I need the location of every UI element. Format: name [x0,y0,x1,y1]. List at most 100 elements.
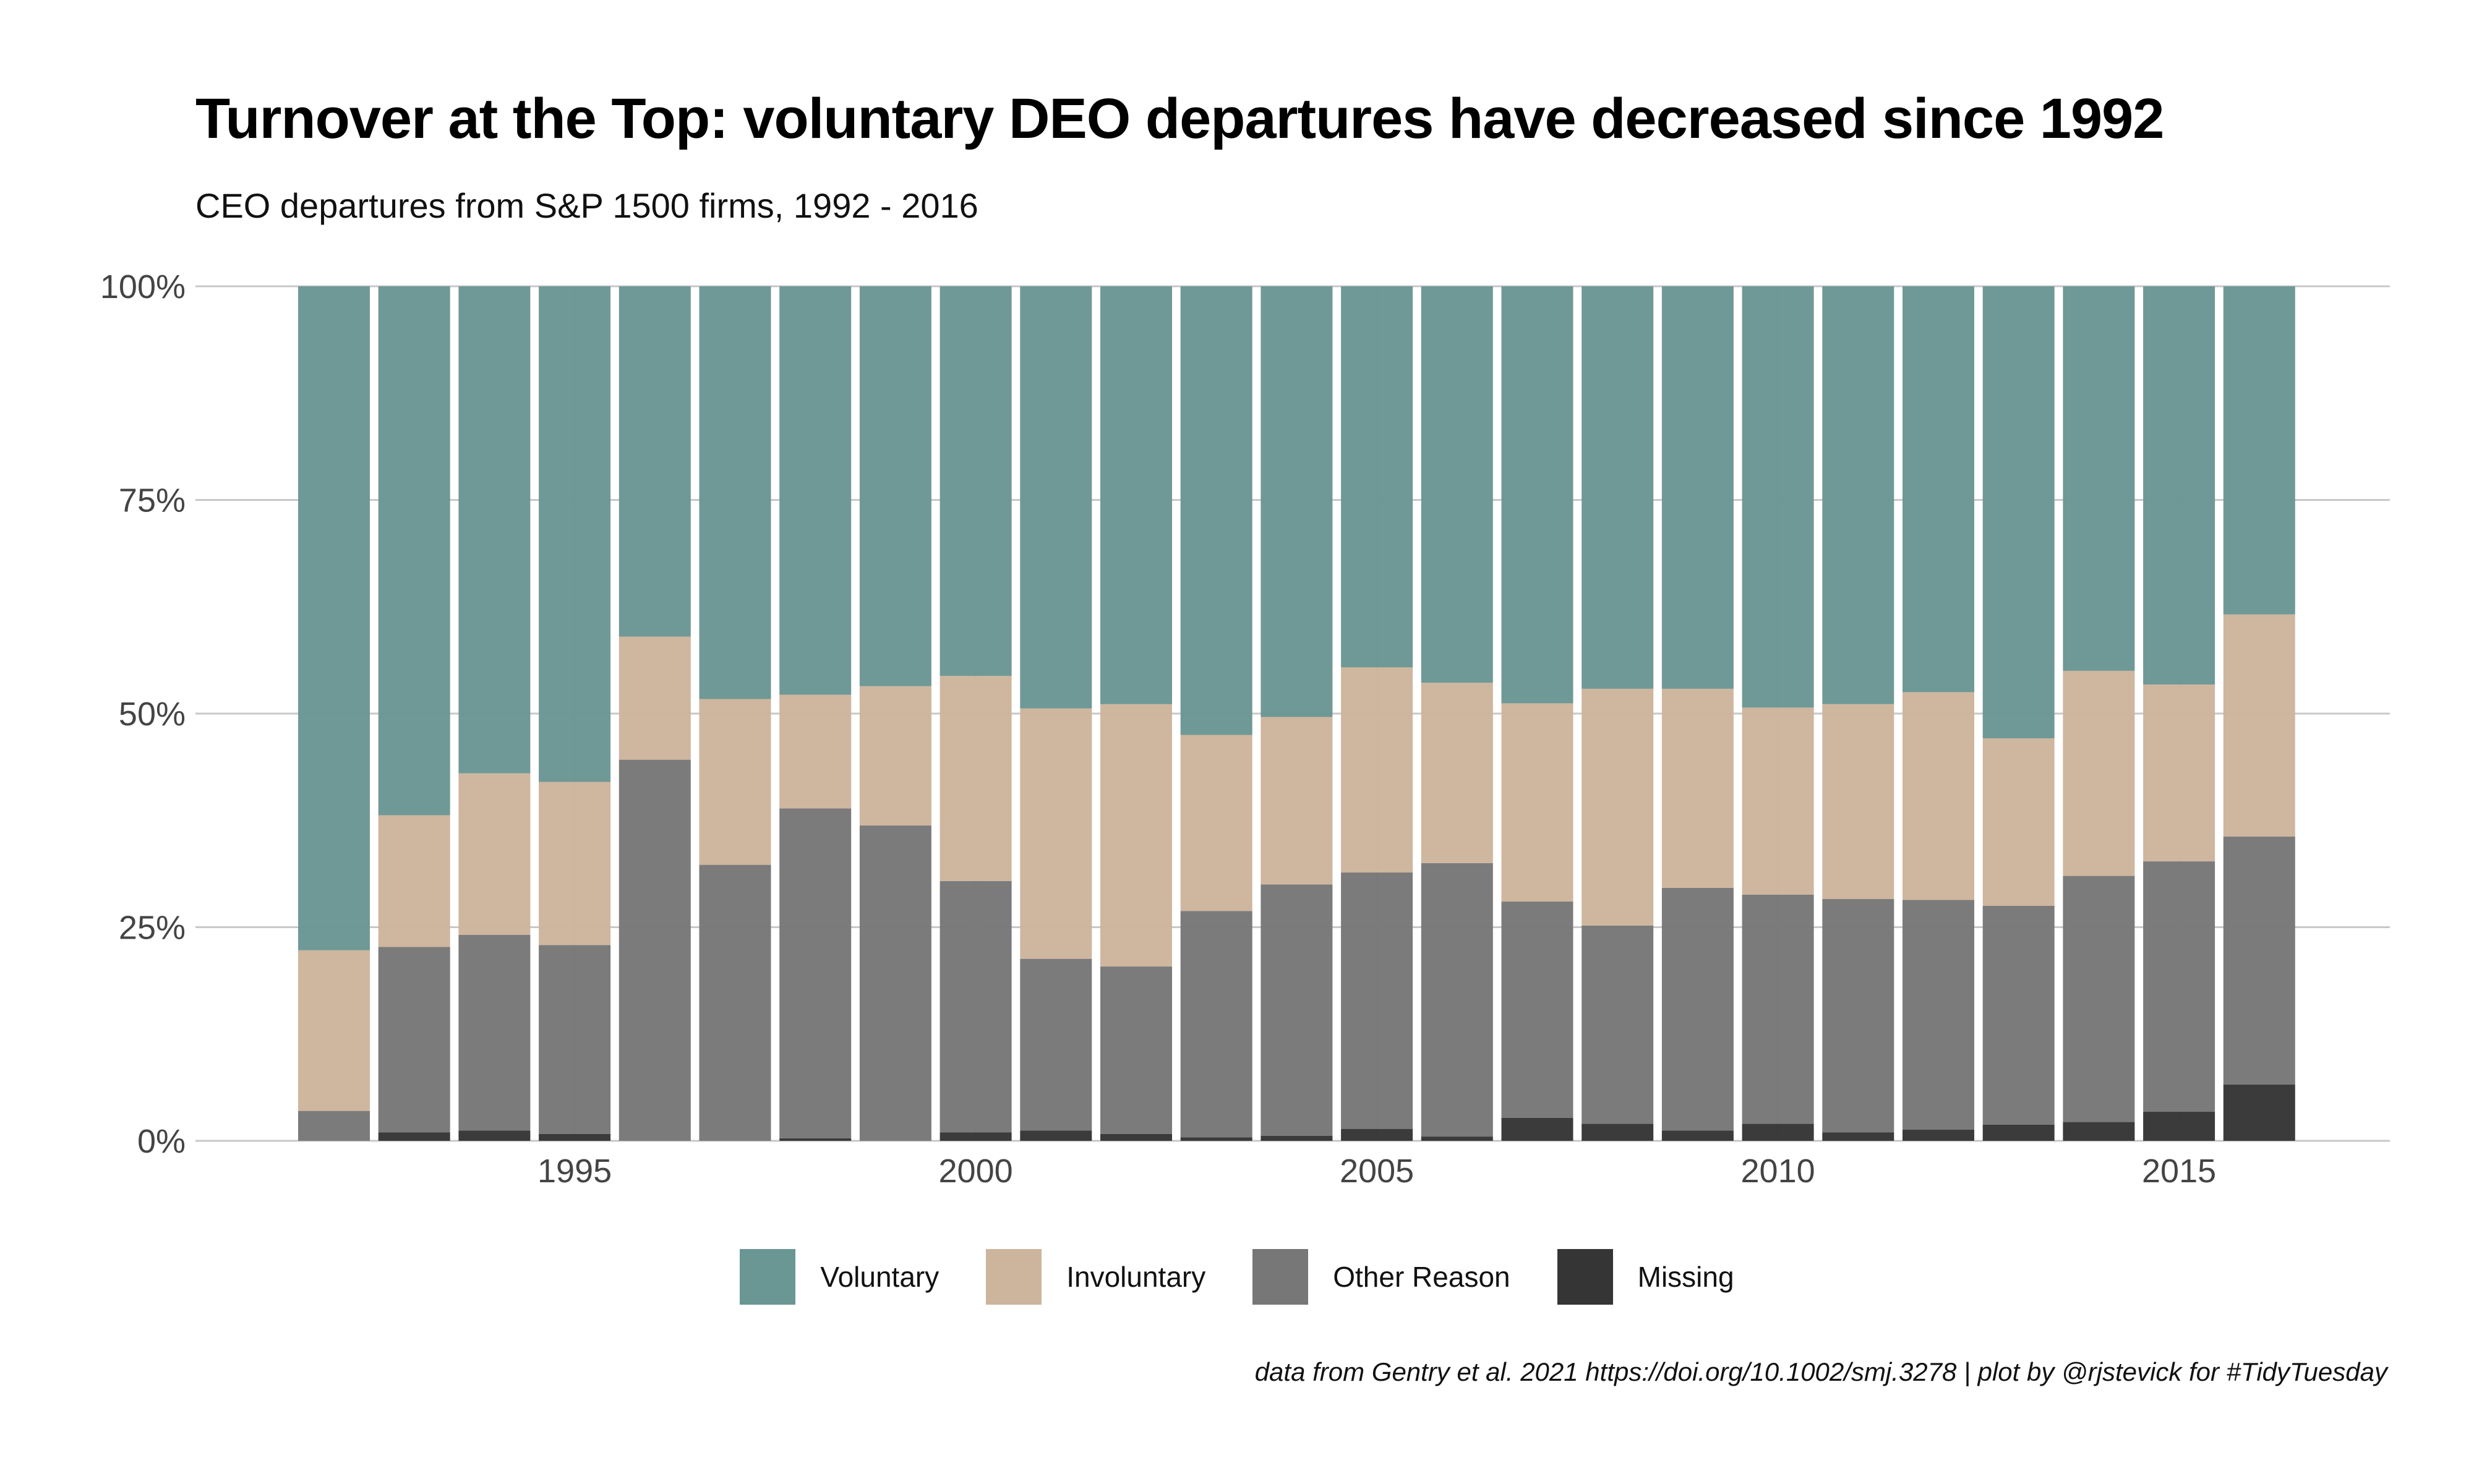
y-tick-label: 0% [137,1123,186,1160]
bar-missing-1993 [378,1132,450,1141]
bar-other-reason-2001 [1020,958,1092,1131]
bar-other-reason-2010 [1742,894,1814,1124]
bar-other-reason-2005 [1341,872,1413,1129]
bar-voluntary-2011 [1822,286,1894,704]
chart-title: Turnover at the Top: voluntary DEO depar… [195,87,2164,150]
bar-other-reason-1992 [298,1111,370,1141]
bar-missing-2012 [1903,1130,1974,1141]
bar-voluntary-2010 [1742,286,1814,708]
bar-involuntary-1997 [699,699,771,865]
bar-other-reason-2007 [1501,902,1573,1118]
bar-involuntary-1994 [458,773,531,935]
legend: Voluntary Involuntary Other Reason Missing [0,1249,2474,1305]
bar-involuntary-2007 [1501,703,1573,902]
bar-voluntary-1996 [618,286,691,637]
bar-involuntary-2004 [1261,717,1333,885]
bar-involuntary-2009 [1661,688,1734,888]
bar-missing-1998 [779,1138,852,1141]
legend-label: Involuntary [1066,1261,1206,1293]
x-tick-label: 2005 [1340,1153,1414,1190]
bar-other-reason-2012 [1903,900,1974,1130]
bar-missing-2016 [2223,1084,2295,1141]
bar-voluntary-1995 [539,286,611,782]
x-tick-label: 2000 [939,1153,1013,1190]
bar-involuntary-1995 [539,782,611,945]
bar-group [298,286,2295,1141]
bar-missing-2008 [1582,1124,1654,1141]
bar-involuntary-2013 [1982,738,2055,906]
x-tick-label: 2010 [1741,1153,1815,1190]
bar-voluntary-1999 [859,286,931,686]
bar-voluntary-1997 [699,286,771,699]
legend-label: Voluntary [820,1261,940,1293]
y-tick-label: 25% [119,910,186,947]
bar-voluntary-2004 [1261,286,1333,717]
bar-voluntary-2007 [1501,286,1573,704]
bar-voluntary-2012 [1903,286,1974,693]
bar-involuntary-2006 [1421,683,1493,863]
bar-voluntary-1993 [378,286,450,816]
bar-missing-2005 [1341,1128,1413,1141]
bar-voluntary-2006 [1421,286,1493,683]
bar-involuntary-2000 [940,676,1012,881]
bar-voluntary-2013 [1982,286,2055,739]
bar-involuntary-2016 [2223,614,2295,837]
bar-other-reason-2008 [1582,925,1654,1124]
bar-other-reason-2003 [1180,911,1252,1138]
y-tick-label: 100% [100,268,186,305]
bar-voluntary-2009 [1661,286,1734,689]
bar-voluntary-1994 [458,286,531,774]
bar-involuntary-2002 [1100,704,1172,967]
bar-involuntary-2008 [1582,688,1654,926]
chart-caption: data from Gentry et al. 2021 https://doi… [1254,1357,2387,1386]
bar-other-reason-2000 [940,881,1012,1133]
bar-voluntary-2003 [1180,286,1252,735]
bar-involuntary-2011 [1822,704,1894,899]
bar-involuntary-2014 [2063,670,2135,876]
y-axis: 0% 25% 50% 75% 100% [100,268,186,1160]
bar-missing-2015 [2143,1112,2215,1141]
bar-involuntary-2005 [1341,667,1413,873]
bar-other-reason-2013 [1982,905,2055,1125]
chart-subtitle: CEO departures from S&P 1500 firms, 1992… [195,186,978,225]
bar-missing-2002 [1100,1133,1172,1141]
y-tick-label: 50% [119,696,186,733]
bar-involuntary-1998 [779,694,852,809]
bar-missing-1995 [539,1133,611,1141]
bar-missing-1994 [458,1130,531,1141]
bar-voluntary-2016 [2223,286,2295,615]
bar-voluntary-2000 [940,286,1012,676]
bar-other-reason-1998 [779,808,852,1138]
bar-voluntary-2005 [1341,286,1413,668]
legend-item-voluntary: Voluntary [740,1249,939,1305]
bar-other-reason-2016 [2223,837,2295,1085]
bar-missing-2014 [2063,1122,2135,1141]
bar-other-reason-1997 [699,864,771,1141]
bar-involuntary-1992 [298,950,370,1111]
bar-involuntary-2003 [1180,735,1252,911]
bar-involuntary-2010 [1742,707,1814,895]
legend-item-involuntary: Involuntary [986,1249,1205,1305]
bar-involuntary-1996 [618,636,691,760]
bar-voluntary-2008 [1582,286,1654,689]
bar-involuntary-2001 [1020,708,1092,959]
bar-other-reason-2014 [2063,876,2135,1122]
bar-involuntary-2015 [2143,684,2215,862]
legend-swatch-voluntary [740,1249,796,1305]
legend-item-missing: Missing [1557,1249,1734,1305]
legend-swatch-involuntary [986,1249,1042,1305]
bar-other-reason-2011 [1822,898,1894,1133]
bar-other-reason-1995 [539,945,611,1134]
bar-other-reason-2015 [2143,861,2215,1112]
bar-other-reason-2002 [1100,966,1172,1134]
bar-involuntary-2012 [1903,692,1974,900]
legend-swatch-missing [1557,1249,1613,1305]
bar-involuntary-1993 [378,815,450,947]
bar-missing-2001 [1020,1130,1092,1141]
bar-missing-2010 [1742,1124,1814,1141]
bar-missing-2009 [1661,1130,1734,1141]
bar-voluntary-1992 [298,286,370,950]
bar-missing-2000 [940,1132,1012,1141]
x-axis: 1995 2000 2005 2010 2015 [537,1153,2216,1190]
